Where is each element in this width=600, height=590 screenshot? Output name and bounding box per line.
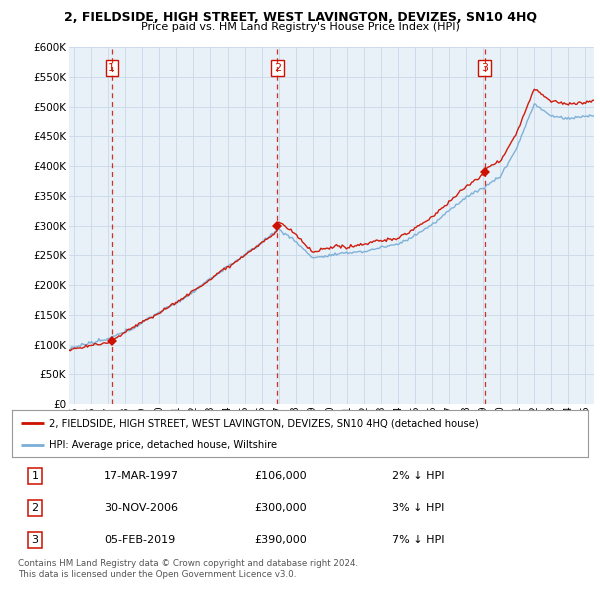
Text: 3% ↓ HPI: 3% ↓ HPI [392, 503, 445, 513]
Text: £300,000: £300,000 [254, 503, 307, 513]
Text: Contains HM Land Registry data © Crown copyright and database right 2024.
This d: Contains HM Land Registry data © Crown c… [18, 559, 358, 579]
Text: 2, FIELDSIDE, HIGH STREET, WEST LAVINGTON, DEVIZES, SN10 4HQ (detached house): 2, FIELDSIDE, HIGH STREET, WEST LAVINGTO… [49, 418, 479, 428]
Text: 3: 3 [32, 535, 38, 545]
Text: 2: 2 [274, 63, 281, 73]
Text: 17-MAR-1997: 17-MAR-1997 [104, 471, 179, 481]
Text: 30-NOV-2006: 30-NOV-2006 [104, 503, 178, 513]
Text: Price paid vs. HM Land Registry's House Price Index (HPI): Price paid vs. HM Land Registry's House … [140, 22, 460, 32]
Text: £390,000: £390,000 [254, 535, 307, 545]
Text: 2% ↓ HPI: 2% ↓ HPI [392, 471, 445, 481]
Text: 1: 1 [32, 471, 38, 481]
Text: 1: 1 [108, 63, 115, 73]
Text: 3: 3 [481, 63, 488, 73]
Text: 05-FEB-2019: 05-FEB-2019 [104, 535, 175, 545]
Text: £106,000: £106,000 [254, 471, 307, 481]
Text: 7% ↓ HPI: 7% ↓ HPI [392, 535, 445, 545]
Text: 2, FIELDSIDE, HIGH STREET, WEST LAVINGTON, DEVIZES, SN10 4HQ: 2, FIELDSIDE, HIGH STREET, WEST LAVINGTO… [64, 11, 536, 24]
Text: 2: 2 [31, 503, 38, 513]
Text: HPI: Average price, detached house, Wiltshire: HPI: Average price, detached house, Wilt… [49, 441, 278, 450]
